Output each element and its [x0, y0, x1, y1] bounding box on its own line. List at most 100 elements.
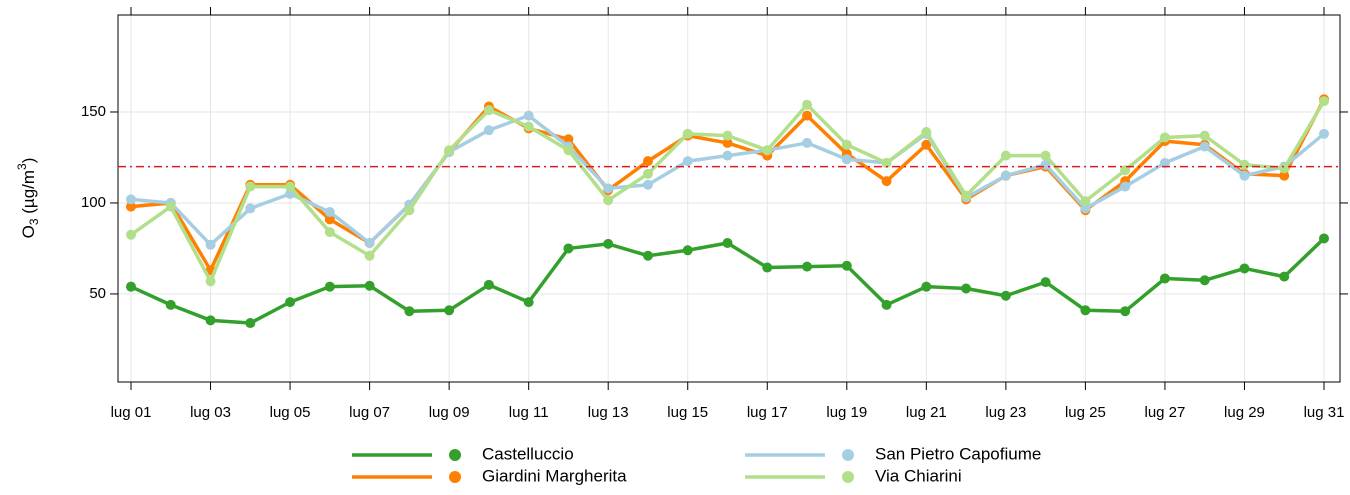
x-tick-label: lug 15	[667, 404, 708, 421]
data-point	[722, 237, 733, 248]
data-point	[1000, 290, 1011, 301]
y-axis-label: O3 (µg/m3)	[15, 158, 41, 239]
data-point	[324, 227, 335, 238]
x-tick-label: lug 29	[1224, 404, 1265, 421]
x-tick-label: lug 01	[111, 404, 152, 421]
data-point	[1319, 128, 1329, 139]
data-point	[324, 214, 335, 225]
y-tick-label: 150	[81, 103, 106, 120]
data-point	[245, 318, 256, 329]
series-line	[130, 237, 1326, 325]
data-point	[841, 154, 852, 165]
data-point	[165, 201, 176, 212]
data-point	[642, 250, 653, 261]
data-point	[404, 205, 415, 216]
data-point	[1120, 181, 1131, 192]
series-line	[129, 100, 1326, 283]
data-point	[961, 283, 972, 294]
x-tick-label: lug 31	[1304, 404, 1345, 421]
data-point	[1159, 273, 1170, 284]
data-point	[603, 195, 614, 206]
data-point	[1040, 150, 1051, 161]
data-point	[285, 297, 296, 308]
data-point	[1199, 141, 1210, 152]
data-point	[165, 299, 176, 310]
x-tick-label: lug 13	[588, 404, 629, 421]
data-point	[1080, 196, 1091, 207]
data-point	[444, 305, 455, 316]
x-tick-label: lug 11	[509, 404, 549, 421]
x-tick-label: lug 05	[270, 404, 311, 421]
x-tick-label: lug 27	[1144, 404, 1185, 421]
data-point	[1199, 275, 1210, 286]
data-point	[523, 121, 534, 132]
data-point	[523, 297, 534, 308]
data-point	[762, 262, 773, 273]
data-point	[802, 137, 813, 148]
x-tick-label: lug 25	[1065, 404, 1106, 421]
legend-marker	[842, 449, 854, 461]
x-tick-label: lug 03	[190, 404, 231, 421]
data-point	[841, 260, 852, 271]
data-point	[364, 250, 375, 261]
data-point	[404, 306, 415, 317]
y-label-sub: 3	[27, 218, 41, 225]
data-point	[483, 105, 494, 116]
data-point	[603, 183, 614, 194]
data-point	[563, 134, 574, 145]
data-point	[285, 181, 296, 192]
data-point	[483, 125, 494, 136]
data-point	[722, 137, 733, 148]
data-point	[1239, 263, 1250, 274]
data-point	[1279, 170, 1290, 181]
data-point	[444, 145, 455, 156]
data-point	[603, 238, 614, 249]
y-label-sup: 3	[15, 163, 29, 170]
data-point	[841, 139, 852, 150]
x-tick-label: lug 19	[826, 404, 867, 421]
x-tick-label: lug 09	[429, 404, 470, 421]
data-point	[1159, 132, 1170, 143]
data-point	[1120, 165, 1131, 176]
data-point	[1120, 306, 1131, 317]
data-point	[1199, 130, 1210, 141]
data-point	[563, 145, 574, 156]
data-point	[881, 299, 892, 310]
data-point	[126, 229, 136, 240]
data-point	[1239, 170, 1250, 181]
legend-label: Castelluccio	[482, 444, 574, 463]
data-point	[722, 130, 733, 141]
data-point	[921, 139, 932, 150]
plot-frame	[117, 14, 1341, 383]
data-point	[245, 203, 256, 214]
legend-label: Via Chiarini	[875, 466, 962, 485]
data-point	[245, 181, 256, 192]
data-point	[205, 276, 216, 287]
data-point	[762, 145, 773, 156]
data-point	[682, 156, 693, 167]
y-tick-label: 100	[81, 194, 106, 211]
y-label-part: O	[19, 225, 38, 238]
data-point	[364, 280, 375, 291]
data-point	[324, 281, 335, 292]
legend-marker	[449, 471, 461, 483]
data-point	[523, 110, 534, 121]
data-point	[1080, 305, 1091, 316]
legend-label: Giardini Margherita	[482, 466, 627, 485]
data-point	[881, 176, 892, 187]
y-tick-label: 50	[89, 285, 106, 302]
legend-marker	[449, 449, 461, 461]
data-point	[682, 245, 693, 256]
y-label-part: (µg/m	[19, 170, 38, 219]
y-label-part: )	[19, 158, 38, 164]
data-point	[1080, 203, 1091, 214]
data-point	[802, 99, 813, 110]
legend-label: San Pietro Capofiume	[875, 444, 1041, 463]
data-point	[364, 237, 375, 248]
data-point	[961, 190, 972, 201]
data-point	[1319, 96, 1329, 107]
data-point	[324, 207, 335, 218]
data-point	[126, 201, 136, 212]
data-point	[126, 281, 136, 292]
